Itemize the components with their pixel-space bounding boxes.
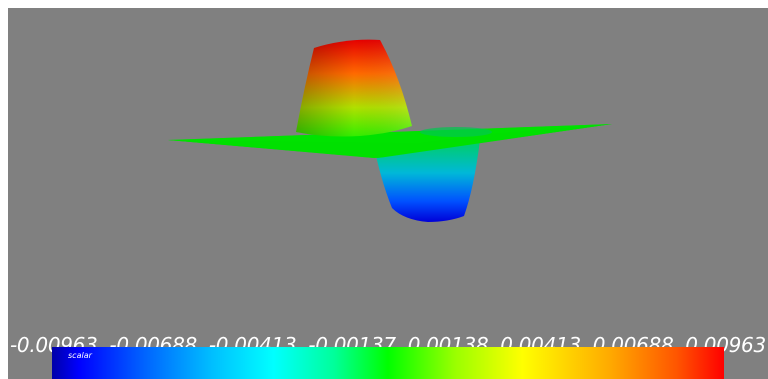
surface-valley — [376, 140, 480, 222]
colorbar-title: scalar — [68, 351, 92, 360]
valley-rim — [420, 127, 492, 137]
surface-plot[interactable] — [8, 8, 768, 379]
render-viewport[interactable]: -0.00963 -0.00688 -0.00413 -0.00137 0.00… — [8, 8, 768, 379]
surface-plane-front — [168, 124, 612, 158]
surface-peak-shade — [296, 39, 412, 137]
scalar-colorbar[interactable]: scalar — [52, 347, 724, 379]
